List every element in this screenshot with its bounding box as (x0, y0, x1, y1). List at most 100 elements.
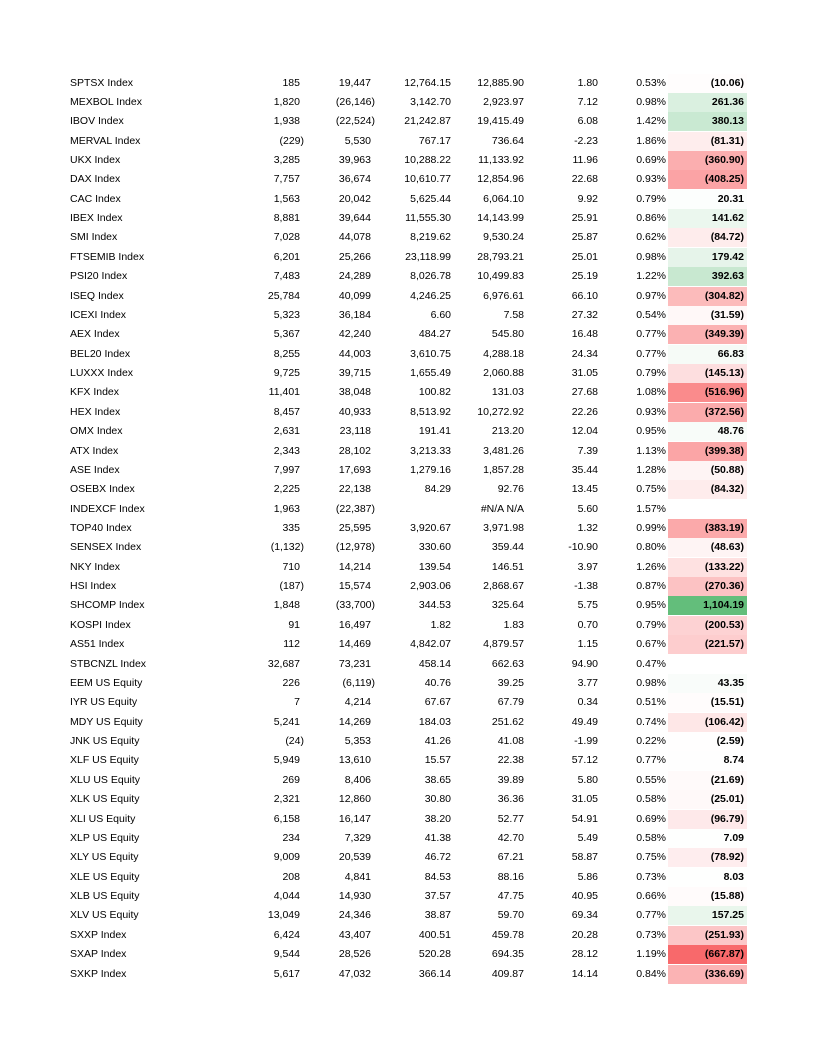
ticker: STBCNZL Index (70, 657, 147, 670)
cell-value: 22.38 (497, 754, 524, 767)
cell-value: 36,184 (338, 308, 371, 321)
heat-cell (668, 383, 747, 403)
cell-value: 7 (294, 696, 300, 709)
cell-value: 0.47% (636, 657, 666, 670)
cell-value: 19,447 (338, 76, 371, 89)
heat-cell (668, 828, 747, 848)
change-value: (84.72) (710, 231, 744, 244)
cell-value: 1.22% (636, 270, 666, 283)
cell-value: 8,881 (273, 212, 300, 225)
heat-cell (668, 867, 747, 887)
cell-value: 7,757 (273, 173, 300, 186)
heat-cell (668, 112, 747, 132)
cell-value: 67.21 (497, 851, 524, 864)
cell-value: 40.76 (424, 676, 451, 689)
cell-value: 185 (282, 76, 300, 89)
cell-value: 14,269 (338, 715, 371, 728)
heat-cell (668, 770, 747, 790)
ticker: AS51 Index (70, 638, 125, 651)
cell-value: 0.93% (636, 173, 666, 186)
change-value: (21.69) (710, 773, 744, 786)
cell-value: 30.80 (424, 793, 451, 806)
cell-value: 84.29 (424, 483, 451, 496)
change-value: (221.57) (704, 638, 744, 651)
cell-value: 15,574 (338, 580, 371, 593)
heat-cell (668, 577, 747, 597)
cell-value: 0.51% (636, 696, 666, 709)
heat-cell (668, 422, 747, 442)
ticker: SHCOMP Index (70, 599, 145, 612)
cell-value: 1.32 (577, 522, 598, 534)
cell-value: 2,903.06 (410, 580, 451, 593)
cell-value: 25,266 (338, 250, 371, 263)
ticker: HSI Index (70, 580, 117, 593)
heat-cell (668, 500, 747, 519)
cell-value: 28.12 (571, 948, 598, 961)
cell-value: 330.60 (418, 541, 451, 554)
heat-cell (668, 402, 747, 422)
cell-value: 139.54 (418, 560, 451, 573)
cell-value: 13,610 (338, 754, 371, 767)
cell-value: 36,674 (338, 173, 371, 186)
cell-value: 1,938 (273, 115, 300, 128)
cell-value: 39,715 (338, 367, 371, 380)
heat-cell (668, 887, 747, 907)
cell-value: 0.75% (636, 851, 666, 864)
heat-cell (668, 732, 747, 752)
cell-value: 0.74% (636, 715, 666, 728)
cell-value: 23,118.99 (405, 250, 451, 263)
heat-cell (668, 189, 747, 209)
cell-value: 1.15 (577, 638, 598, 651)
cell-value: 19,415.49 (477, 115, 524, 128)
cell-value: 0.53% (636, 76, 666, 89)
ticker: XLF US Equity (70, 754, 139, 767)
cell-value: 1,848 (273, 599, 300, 612)
cell-value: 5.75 (577, 599, 598, 612)
cell-value: 5.80 (577, 773, 598, 786)
cell-value: 25.19 (571, 270, 598, 283)
cell-value: 2,060.88 (483, 367, 524, 380)
cell-value: 409.87 (491, 967, 524, 980)
cell-value: 0.95% (636, 599, 666, 612)
cell-value: -2.23 (574, 134, 598, 147)
cell-value: 4,879.57 (483, 638, 524, 651)
cell-value: 7.58 (503, 308, 524, 321)
change-value: 66.83 (717, 347, 744, 360)
cell-value: 23,118 (339, 425, 371, 438)
cell-value: 4,288.18 (483, 347, 524, 360)
heat-cell (668, 790, 747, 810)
cell-value: 0.80% (636, 541, 666, 554)
heat-cell (668, 538, 747, 558)
cell-value: 67.79 (497, 696, 524, 709)
cell-value: 520.28 (418, 948, 451, 961)
heat-cell (668, 131, 747, 151)
cell-value: 3,213.33 (410, 444, 451, 457)
cell-value: 0.75% (636, 483, 666, 496)
cell-value: 88.16 (497, 870, 524, 883)
cell-value: 4,214 (344, 696, 371, 709)
cell-value: 10,272.92 (477, 405, 524, 418)
heat-cell (668, 325, 747, 345)
ticker: SENSEX Index (70, 541, 142, 554)
cell-value: 0.77% (636, 754, 666, 767)
change-value: (50.88) (710, 463, 744, 476)
cell-value: -1.38 (574, 580, 598, 593)
cell-value: 1,655.49 (410, 367, 451, 380)
cell-value: 4,841 (344, 870, 371, 883)
cell-value: 25.91 (571, 212, 598, 225)
heat-cell (668, 150, 747, 170)
ticker: XLB US Equity (70, 890, 140, 903)
cell-value: 5,530 (344, 134, 371, 147)
cell-value: 42.70 (497, 831, 524, 844)
ticker: EEM US Equity (70, 676, 143, 689)
heat-cell (668, 460, 747, 480)
change-value: (2.59) (716, 735, 744, 748)
change-value: (360.90) (704, 153, 744, 166)
cell-value: 36.36 (497, 793, 524, 806)
cell-value: 0.58% (636, 793, 666, 806)
cell-value: 15.57 (424, 754, 451, 767)
cell-value: 545.80 (491, 328, 524, 341)
cell-value: 43,407 (338, 928, 371, 941)
ticker: UKX Index (70, 153, 121, 166)
cell-value: 12.04 (571, 425, 598, 438)
